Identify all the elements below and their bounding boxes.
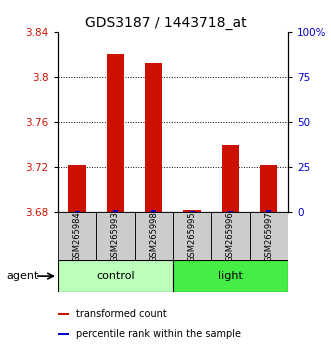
Bar [58, 212, 96, 260]
Text: control: control [96, 271, 135, 281]
Text: agent: agent [7, 271, 39, 281]
Bar [74, 211, 79, 212]
Bar [113, 210, 118, 212]
Bar [211, 212, 250, 260]
Text: GSM265997: GSM265997 [264, 211, 273, 262]
Text: GSM265995: GSM265995 [188, 211, 197, 262]
Bar [266, 210, 271, 212]
Text: light: light [218, 271, 243, 281]
Bar [260, 165, 277, 212]
Text: GSM265996: GSM265996 [226, 211, 235, 262]
Text: transformed count: transformed count [76, 309, 167, 319]
Bar [135, 212, 173, 260]
Bar [250, 212, 288, 260]
Text: GSM265984: GSM265984 [72, 211, 82, 262]
Bar [190, 211, 195, 212]
Bar [173, 260, 288, 292]
Bar [96, 212, 135, 260]
Bar [107, 55, 124, 212]
Bar [151, 210, 156, 212]
Bar [58, 313, 70, 315]
Bar [183, 210, 201, 212]
Bar [145, 63, 163, 212]
Bar [69, 165, 86, 212]
Bar [58, 333, 70, 335]
Text: GSM265993: GSM265993 [111, 211, 120, 262]
Bar [228, 211, 233, 212]
Text: GSM265998: GSM265998 [149, 211, 158, 262]
Text: percentile rank within the sample: percentile rank within the sample [76, 329, 241, 339]
Text: GDS3187 / 1443718_at: GDS3187 / 1443718_at [85, 16, 246, 30]
Bar [222, 145, 239, 212]
Bar [58, 260, 173, 292]
Bar [173, 212, 211, 260]
